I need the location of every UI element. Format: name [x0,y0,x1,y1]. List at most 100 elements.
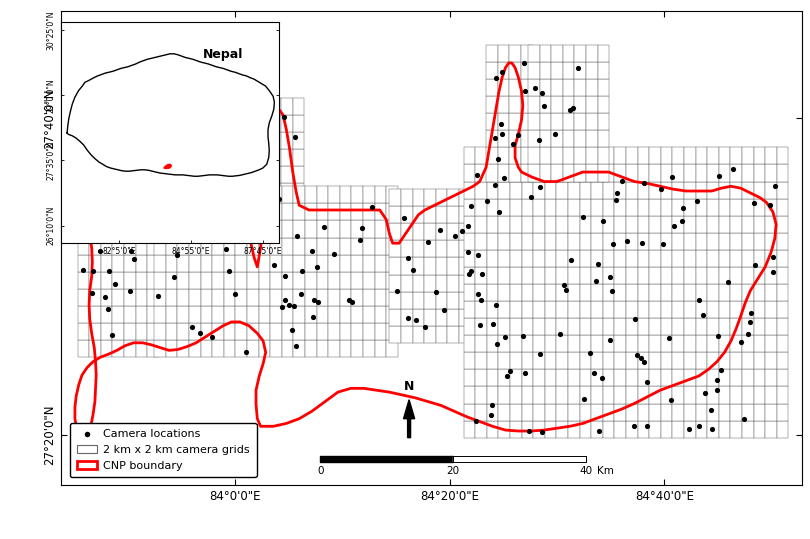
Point [735,338,748,347]
Point [693,295,706,304]
Point [220,244,232,253]
Point [654,184,667,193]
Point [605,287,618,295]
Point [491,154,504,163]
Text: Nepal: Nepal [203,49,244,61]
Point [127,228,140,237]
Text: 20: 20 [446,466,459,475]
Point [711,331,724,340]
Point [77,266,90,274]
Point [511,130,524,139]
Point [109,279,122,288]
Point [641,421,654,430]
Point [492,208,505,216]
Point [245,202,258,210]
Point [168,273,181,281]
Point [398,213,411,222]
Point [318,223,330,231]
Point [704,406,717,414]
Point [577,213,590,222]
Point [125,247,138,255]
Point [185,323,198,331]
Point [490,301,503,309]
Point [151,292,164,300]
Point [490,74,503,83]
Point [272,194,285,203]
Point [635,239,648,247]
Point [308,296,321,305]
Text: Km: Km [597,466,614,475]
Point [590,277,603,285]
Point [584,349,597,357]
Point [706,424,718,433]
Point [265,173,278,182]
Point [744,317,757,326]
Point [283,301,296,309]
Point [291,232,304,240]
Point [474,321,487,329]
Point [764,201,777,210]
Point [616,177,629,185]
Text: 0: 0 [317,466,323,475]
Point [170,251,183,259]
Point [596,374,609,382]
Text: 40: 40 [579,466,592,475]
Point [194,329,207,337]
Point [538,102,551,110]
Point [748,199,761,208]
Point [295,289,308,298]
Point [305,246,318,255]
Point [176,224,189,233]
Point [481,197,494,205]
Point [469,417,482,425]
Point [742,329,755,338]
Point [631,351,644,360]
Point [102,305,115,313]
Point [572,64,585,73]
Point [89,227,102,236]
Point [610,189,623,197]
Point [524,193,537,202]
Point [503,367,516,376]
Point [463,270,475,279]
Point [691,197,704,206]
Point [228,289,241,298]
Point [475,270,488,279]
Point [657,240,670,248]
Point [494,120,507,128]
Point [464,202,477,210]
Point [710,385,723,394]
Point [290,342,303,350]
Point [342,295,355,304]
Point [592,426,605,435]
Point [766,267,779,276]
Point [518,59,531,67]
Point [475,296,488,305]
Point [390,287,403,295]
Point [663,334,676,343]
Point [306,313,319,321]
Point [86,267,99,276]
Point [500,372,513,381]
Point [430,288,443,297]
Point [471,251,484,259]
Point [279,296,292,305]
Point [449,232,462,240]
Point [485,400,498,409]
Point [603,336,616,344]
Point [519,87,532,95]
Point [98,292,111,301]
Point [535,427,548,436]
Point [712,171,725,180]
Point [697,311,710,320]
Point [744,308,757,317]
Point [437,306,450,315]
Point [578,395,590,404]
Point [534,349,547,358]
Point [627,421,640,430]
Point [535,89,548,98]
Point [528,84,541,92]
Point [346,298,359,306]
Point [128,254,141,263]
Point [456,227,469,236]
